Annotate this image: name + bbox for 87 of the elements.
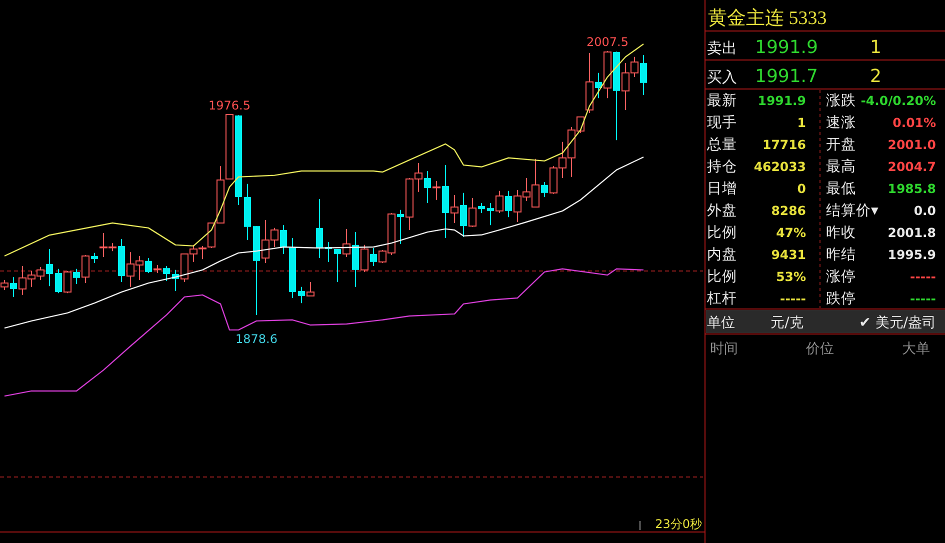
text: 外盘 (707, 202, 737, 219)
text: 47% (776, 225, 806, 240)
candlestick (432, 180, 441, 200)
text: 现手 (707, 114, 737, 131)
candlestick (640, 54, 648, 96)
text: 1991.7 (755, 66, 818, 87)
text: 大单 (902, 341, 930, 357)
text: 总量 (706, 136, 737, 153)
candlestick (306, 282, 315, 296)
text: 2001.8 (888, 225, 936, 240)
candlestick (334, 248, 342, 283)
candlestick (63, 270, 72, 294)
candlestick (81, 254, 90, 284)
text: 1991.9 (755, 37, 818, 58)
candlestick (316, 198, 324, 259)
text: ----- (780, 291, 806, 306)
text: 持仓 (707, 158, 737, 175)
candlestick (478, 202, 486, 214)
text: 元/克 (770, 315, 804, 331)
text: -4.0/0.20% (860, 93, 936, 108)
candlestick (370, 248, 378, 267)
candlestick (46, 248, 54, 287)
text: ✔ 美元/盎司 (859, 315, 936, 331)
annotation: 2007.5 (586, 34, 628, 49)
text: 日增 (707, 180, 737, 197)
text: 最高 (826, 158, 856, 175)
text: 内盘 (707, 246, 737, 263)
text: 速涨 (826, 114, 856, 131)
text: 单位 (707, 315, 735, 331)
text: 卖出 (707, 39, 737, 57)
candlestick (72, 268, 80, 285)
candlestick (450, 194, 459, 224)
text: 昨收 (826, 224, 856, 241)
text: 1985.8 (888, 181, 936, 196)
text: 0.01% (892, 115, 936, 130)
text: 比例 (707, 268, 737, 285)
text: 杠杆 (706, 290, 737, 307)
candlestick (162, 266, 170, 282)
candlestick (280, 224, 288, 254)
text: 黄金主连 5333 (708, 7, 827, 29)
candlestick (495, 190, 504, 214)
text: 23分0秒 (655, 517, 702, 531)
text: ----- (910, 291, 936, 306)
candlestick (540, 182, 548, 198)
annotation: 1878.6 (236, 332, 278, 346)
text: 涨跌 (826, 92, 856, 109)
candlestick (486, 202, 494, 226)
text: 昨结 (826, 246, 856, 263)
text: 1991.9 (758, 93, 806, 108)
text: 2 (870, 66, 882, 87)
text: 最低 (826, 181, 856, 197)
text: ----- (910, 269, 936, 284)
text: 涨停 (826, 268, 856, 285)
text: 9431 (771, 247, 806, 262)
candlestick (54, 268, 62, 294)
candlestick (594, 72, 602, 99)
candlestick (468, 198, 477, 228)
text: 0 (797, 181, 806, 196)
candlestick (396, 209, 404, 244)
text: 跌停 (826, 290, 856, 307)
text: 1995.9 (888, 247, 936, 262)
text: 开盘 (826, 136, 856, 153)
text: 1 (870, 37, 882, 58)
text: 最新 (707, 92, 737, 109)
text: 1 (797, 115, 806, 130)
candlestick (144, 258, 152, 274)
candlestick (424, 170, 432, 204)
text: 2001.0 (888, 137, 936, 152)
candlestick (504, 190, 512, 218)
candlestick (0, 279, 9, 290)
text: 0.0 (914, 203, 936, 218)
candlestick (460, 192, 468, 238)
text: 8286 (771, 203, 806, 218)
text: 17716 (762, 137, 806, 152)
text: 买入 (707, 68, 737, 86)
candlestick (298, 286, 306, 304)
text: 2004.7 (888, 159, 936, 174)
text: 比例 (707, 224, 737, 241)
candlestick (10, 276, 18, 298)
text: 结算价▾ (826, 202, 879, 219)
text: 462033 (754, 159, 806, 174)
text: 价位 (805, 341, 834, 357)
candlestick (360, 244, 369, 272)
text: 53% (776, 269, 806, 284)
text: 时间 (710, 341, 738, 357)
candlestick (90, 252, 98, 264)
annotation: 1976.5 (208, 98, 250, 112)
